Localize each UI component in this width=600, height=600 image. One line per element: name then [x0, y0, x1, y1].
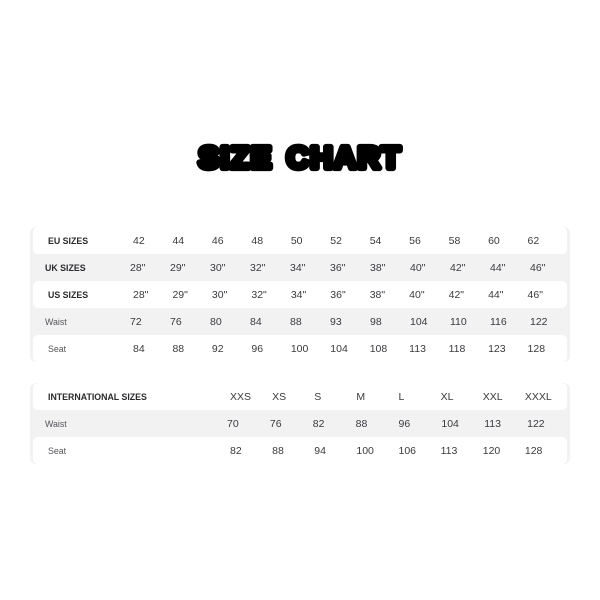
svg-text:SIZE CHART: SIZE CHART — [199, 140, 402, 175]
